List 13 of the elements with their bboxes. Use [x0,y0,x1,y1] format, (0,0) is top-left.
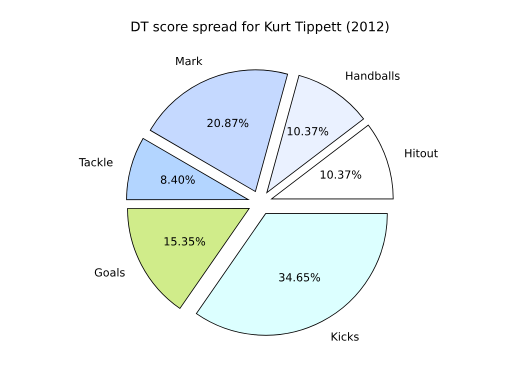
slice-label: Mark [176,56,202,66]
data-label: 34.65% [279,273,320,282]
data-label: 15.35% [164,237,206,246]
slice-label: Goals [94,268,125,277]
slice-label: Kicks [332,332,359,341]
data-label: 8.40% [160,175,195,184]
data-label: 20.87% [207,118,248,128]
slice-label: Handballs [346,71,400,80]
slice-label: Hitout [405,148,438,158]
slice-label: Tackle [78,158,113,166]
data-label: 10.37% [288,127,328,136]
chart-title: DT score spread for Kurt Tippett (2012) [132,21,389,34]
data-label: 10.37% [320,170,362,179]
